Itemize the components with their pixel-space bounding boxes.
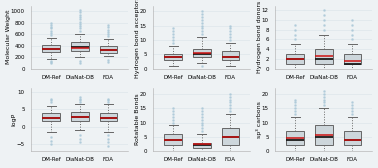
PathPatch shape	[164, 134, 182, 145]
PathPatch shape	[193, 49, 211, 57]
PathPatch shape	[344, 54, 361, 64]
PathPatch shape	[42, 45, 60, 52]
PathPatch shape	[99, 113, 117, 121]
PathPatch shape	[286, 131, 304, 145]
PathPatch shape	[222, 128, 239, 145]
PathPatch shape	[99, 46, 117, 53]
PathPatch shape	[71, 42, 89, 51]
Y-axis label: Hydrogen bond acceptors: Hydrogen bond acceptors	[135, 0, 139, 78]
PathPatch shape	[315, 49, 333, 64]
PathPatch shape	[222, 51, 239, 60]
Y-axis label: logP: logP	[11, 113, 16, 126]
Y-axis label: Molecular Weight: Molecular Weight	[6, 10, 11, 64]
PathPatch shape	[164, 54, 182, 60]
PathPatch shape	[315, 125, 333, 145]
PathPatch shape	[42, 113, 60, 121]
PathPatch shape	[193, 143, 211, 148]
PathPatch shape	[344, 131, 361, 145]
PathPatch shape	[286, 54, 304, 64]
Y-axis label: Rotatable Bonds: Rotatable Bonds	[135, 94, 139, 145]
Y-axis label: sp³ carbons: sp³ carbons	[256, 101, 262, 138]
Y-axis label: Hydrogen bond donors: Hydrogen bond donors	[257, 1, 262, 73]
PathPatch shape	[71, 112, 89, 121]
